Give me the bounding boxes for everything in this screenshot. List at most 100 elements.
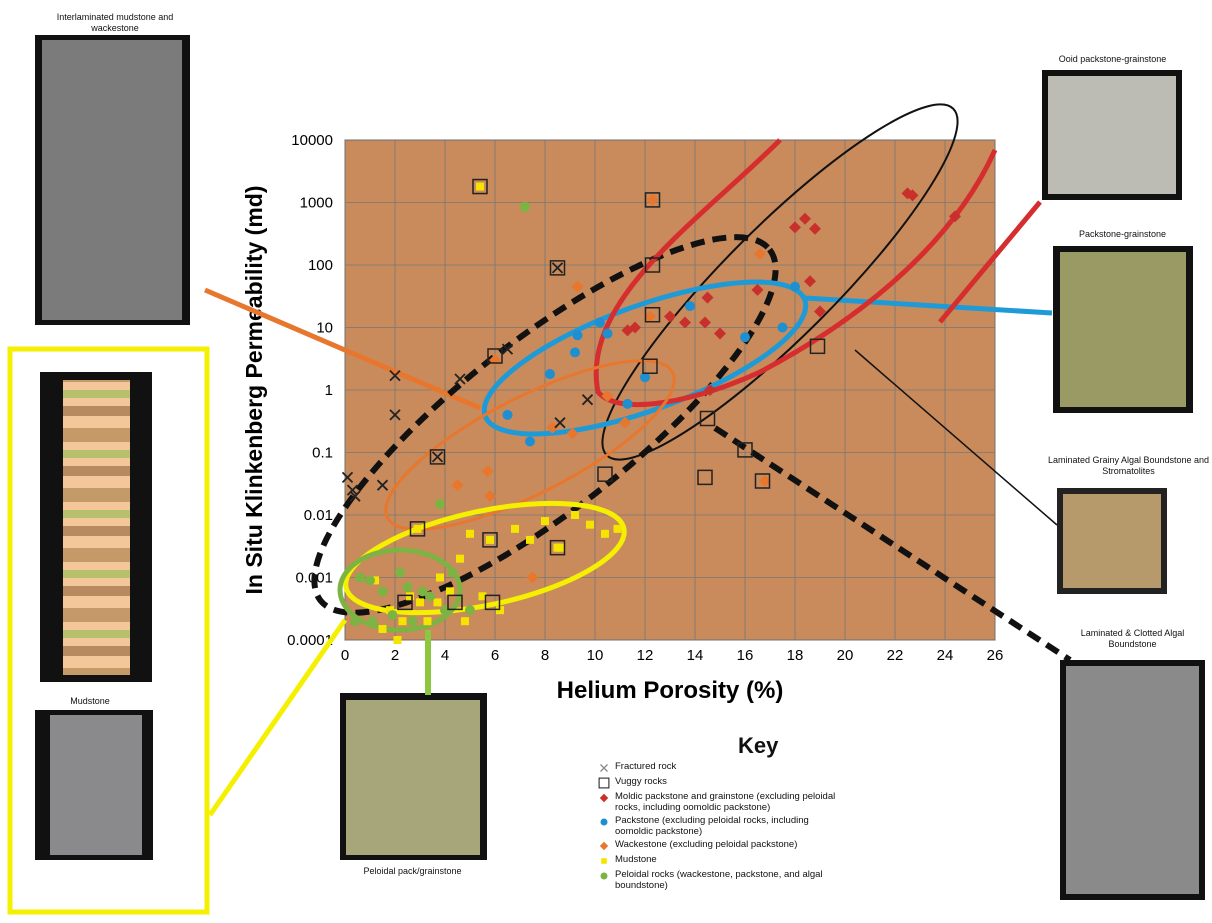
photo: [1048, 76, 1176, 194]
y-tick-label: 0.1: [312, 445, 333, 462]
marker: [526, 536, 534, 544]
marker: [600, 842, 608, 850]
marker: [573, 330, 583, 340]
marker: [503, 410, 513, 420]
x-tick-label: 16: [737, 647, 754, 664]
marker: [790, 282, 800, 292]
photo: [50, 715, 142, 855]
marker: [541, 517, 549, 525]
legend: Key Fractured rock Vuggy rocks Moldic packs…: [598, 733, 918, 893]
marker: [436, 574, 444, 582]
marker: [365, 575, 375, 585]
x-tick-label: 6: [491, 647, 499, 664]
marker: [466, 530, 474, 538]
marker: [461, 617, 469, 625]
legend-entry: Wackestone (excluding peloidal packstone…: [598, 839, 918, 852]
legend-label: Vuggy rocks: [615, 776, 667, 787]
y-tick-label: 1: [325, 382, 333, 399]
legend-entry: Mudstone: [598, 854, 918, 867]
photo: [1063, 494, 1161, 588]
y-tick-label: 10000: [291, 132, 333, 149]
marker: [486, 536, 494, 544]
marker: [778, 323, 788, 333]
marker: [601, 765, 608, 772]
marker: [350, 616, 360, 626]
marker: [595, 318, 605, 328]
legend-entry: Moldic packstone and grainstone (excludi…: [598, 791, 918, 813]
legend-label: Fractured rock: [615, 761, 676, 772]
legend-entry: Peloidal rocks (wackestone, packstone, a…: [598, 869, 918, 891]
legend-swatch: [598, 762, 610, 774]
marker: [511, 525, 519, 533]
marker: [520, 202, 530, 212]
outline: [210, 620, 345, 815]
legend-label: Moldic packstone and grainstone (excludi…: [615, 791, 845, 813]
marker: [378, 586, 388, 596]
caption: Laminated & Clotted Algal Boundstone: [1060, 628, 1205, 650]
marker: [394, 636, 402, 644]
marker: [601, 858, 607, 864]
x-tick-label: 12: [637, 647, 654, 664]
marker: [408, 616, 418, 626]
x-tick-label: 26: [987, 647, 1004, 664]
photo: [1066, 666, 1199, 894]
x-axis-label: Helium Porosity (%): [557, 677, 784, 704]
marker: [476, 183, 484, 191]
marker: [465, 605, 475, 615]
x-tick-label: 10: [587, 647, 604, 664]
photo: [346, 700, 480, 855]
marker: [601, 819, 608, 826]
marker: [416, 598, 424, 606]
marker: [600, 794, 608, 802]
legend-entry: Fractured rock: [598, 761, 918, 774]
marker: [379, 625, 387, 633]
caption: Laminated Grainy Algal Boundstone and St…: [1045, 455, 1212, 477]
marker: [525, 436, 535, 446]
marker: [601, 873, 608, 880]
x-tick-label: 0: [341, 647, 349, 664]
photo: [63, 380, 130, 675]
marker: [435, 499, 445, 509]
marker: [388, 610, 398, 620]
x-tick-label: 18: [787, 647, 804, 664]
marker: [685, 301, 695, 311]
marker: [601, 530, 609, 538]
caption: Peloidal pack/grainstone: [330, 866, 495, 877]
legend-entry: Vuggy rocks: [598, 776, 918, 789]
marker: [448, 568, 458, 578]
legend-label: Packstone (excluding peloidal rocks, inc…: [615, 815, 845, 837]
legend-swatch: [598, 792, 610, 804]
photo: [1060, 252, 1186, 407]
marker: [586, 521, 594, 529]
y-axis-label: In Situ Klinkenberg Permeability (md): [241, 186, 267, 595]
marker: [603, 329, 613, 339]
y-tick-label: 10: [316, 320, 333, 337]
marker: [554, 544, 562, 552]
marker: [424, 617, 432, 625]
x-tick-label: 24: [937, 647, 954, 664]
marker: [740, 332, 750, 342]
legend-entry: Packstone (excluding peloidal rocks, inc…: [598, 815, 918, 837]
legend-title: Key: [738, 733, 918, 759]
page: {"chart_data":{"type":"scatter","log_y":…: [0, 0, 1212, 923]
legend-swatch: [598, 870, 610, 882]
legend-label: Peloidal rocks (wackestone, packstone, a…: [615, 869, 845, 891]
marker: [545, 369, 555, 379]
legend-swatch: [598, 816, 610, 828]
legend-swatch: [598, 840, 610, 852]
legend-label: Mudstone: [615, 854, 657, 865]
marker: [355, 573, 365, 583]
marker: [570, 347, 580, 357]
caption: Mudstone: [40, 696, 140, 707]
legend-swatch: [598, 777, 610, 789]
x-tick-label: 4: [441, 647, 449, 664]
legend-swatch: [598, 855, 610, 867]
marker: [614, 525, 622, 533]
y-tick-label: 100: [308, 257, 333, 274]
marker: [399, 617, 407, 625]
marker: [406, 592, 414, 600]
caption: Interlaminated mudstone and wackestone: [40, 12, 190, 34]
marker: [395, 568, 405, 578]
y-tick-label: 0.01: [304, 507, 333, 524]
caption: Ooid packstone-grainstone: [1040, 54, 1185, 65]
